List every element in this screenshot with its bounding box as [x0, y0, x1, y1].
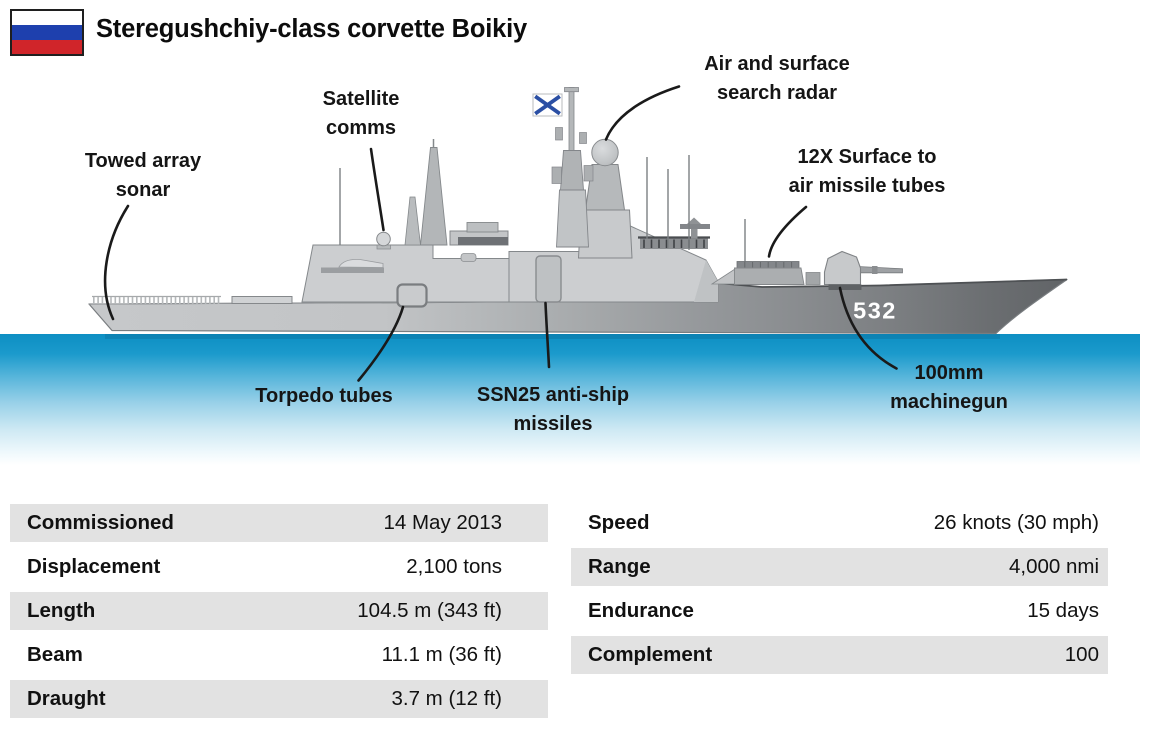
callout-lines — [103, 85, 898, 382]
label-line: missiles — [513, 412, 593, 435]
spec-label: Draught — [27, 687, 106, 710]
callout-line-sam-tubes — [767, 205, 808, 258]
spec-value: 100 — [1064, 643, 1099, 666]
satellite-comms-dome — [376, 231, 391, 250]
table-row: Speed 26 knots (30 mph) — [571, 504, 1108, 542]
label-air-surface-radar: Air and surface search radar — [704, 50, 850, 107]
label-line: machinegun — [890, 390, 1008, 413]
label-line: search radar — [716, 81, 838, 104]
table-row: Draught 3.7 m (12 ft) — [10, 680, 548, 718]
search-radar-dome — [577, 138, 633, 259]
torpedo-tube-port — [396, 283, 428, 308]
label-line: Air and surface — [704, 53, 850, 75]
bow-deck-edge — [716, 278, 1068, 288]
table-row: Endurance 15 days — [571, 592, 1108, 630]
spec-label: Speed — [588, 511, 650, 534]
spec-value: 14 May 2013 — [383, 511, 502, 534]
label-line: Towed array — [84, 150, 202, 172]
stern-railing — [92, 295, 221, 304]
st-andrews-naval-ensign-icon — [532, 93, 563, 117]
spec-value: 3.7 m (12 ft) — [391, 687, 502, 710]
spec-label: Complement — [588, 643, 713, 666]
walkway-railing — [638, 217, 710, 249]
label-line: 12X Surface to — [797, 146, 937, 168]
label-machinegun: 100mm machinegun — [890, 359, 1008, 416]
hull-shadow — [105, 334, 1000, 339]
nav-radar — [691, 229, 698, 239]
label-line: comms — [325, 116, 397, 139]
spec-label: Length — [27, 599, 96, 622]
table-row: Displacement 2,100 tons — [10, 548, 548, 586]
table-row: Range 4,000 nmi — [571, 548, 1108, 586]
table-row: Complement 100 — [571, 636, 1108, 674]
spec-label: Commissioned — [27, 511, 174, 534]
spec-value: 11.1 m (36 ft) — [381, 643, 502, 666]
label-line: Torpedo tubes — [255, 385, 393, 407]
table-row: Commissioned 14 May 2013 — [10, 504, 548, 542]
spec-value: 104.5 m (343 ft) — [357, 599, 502, 622]
sam-missile-tubes — [734, 261, 821, 285]
label-line: sonar — [115, 178, 171, 201]
spec-table-right: Speed 26 knots (30 mph) Range 4,000 nmi … — [571, 504, 1108, 680]
spec-value: 2,100 tons — [406, 555, 502, 578]
label-line: 100mm — [914, 362, 984, 384]
callout-line-ssn25 — [544, 301, 551, 369]
main-mast — [551, 87, 594, 248]
spec-value: 15 days — [1027, 599, 1099, 622]
spec-table-left: Commissioned 14 May 2013 Displacement 2,… — [10, 504, 548, 724]
dark-top-panel — [458, 237, 508, 245]
flag-stripe-blue — [12, 25, 82, 40]
gun-turret — [823, 250, 903, 290]
label-line: SSN25 anti-ship — [476, 384, 630, 406]
label-sam-tubes: 12X Surface to air missile tubes — [789, 143, 946, 200]
table-row: Length 104.5 m (343 ft) — [10, 592, 548, 630]
spec-label: Displacement — [27, 555, 161, 578]
aft-mast — [404, 139, 448, 246]
label-torpedo-tubes: Torpedo tubes — [255, 382, 392, 411]
spec-value: 26 knots (30 mph) — [933, 511, 1099, 534]
deck-vent — [460, 253, 477, 262]
lifeboat — [338, 258, 384, 268]
callout-line-machinegun — [838, 286, 898, 370]
whip-antennas — [339, 155, 746, 266]
callout-line-satellite-comms — [369, 147, 385, 232]
gun-barrel — [857, 266, 903, 274]
callout-line-torpedo-tubes — [357, 305, 405, 382]
label-towed-array-sonar: Towed array sonar — [85, 147, 201, 204]
water — [0, 334, 1140, 465]
spec-label: Beam — [27, 643, 83, 666]
page-title: Steregushchiy-class corvette Boikiy — [96, 15, 527, 43]
label-ssn25-missiles: SSN25 anti-ship missiles — [477, 381, 629, 438]
ssn25-missile-hatch — [535, 255, 562, 303]
label-line: Satellite — [322, 88, 400, 110]
callout-line-search-radar — [604, 85, 681, 141]
flag-stripe-white — [12, 11, 82, 26]
spec-value: 4,000 nmi — [1008, 555, 1099, 578]
spec-label: Range — [588, 555, 651, 578]
flag-stripe-red — [12, 39, 82, 54]
label-line: air missile tubes — [788, 174, 946, 197]
aft-deck-box — [231, 296, 293, 304]
russian-flag-icon — [10, 9, 84, 56]
table-row: Beam 11.1 m (36 ft) — [10, 636, 548, 674]
callout-line-towed-array — [103, 204, 130, 321]
spec-label: Endurance — [588, 599, 694, 622]
label-satellite-comms: Satellite comms — [323, 85, 400, 142]
hull-number: 532 — [853, 298, 897, 324]
